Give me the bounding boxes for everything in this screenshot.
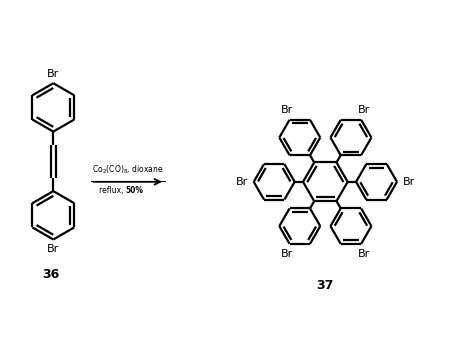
Text: Br: Br <box>358 105 370 115</box>
Text: Br: Br <box>281 105 293 115</box>
Text: Br: Br <box>47 244 59 254</box>
Text: reflux,: reflux, <box>99 186 126 195</box>
Text: Br: Br <box>236 177 248 187</box>
Text: Br: Br <box>402 177 415 187</box>
Text: Br: Br <box>281 249 293 259</box>
Text: 37: 37 <box>317 279 334 292</box>
Text: Br: Br <box>358 249 370 259</box>
Text: Br: Br <box>47 69 59 79</box>
Text: 36: 36 <box>42 268 60 281</box>
Text: Co$_2$(CO)$_8$, dioxane: Co$_2$(CO)$_8$, dioxane <box>92 164 164 176</box>
Text: 50%: 50% <box>126 186 144 195</box>
